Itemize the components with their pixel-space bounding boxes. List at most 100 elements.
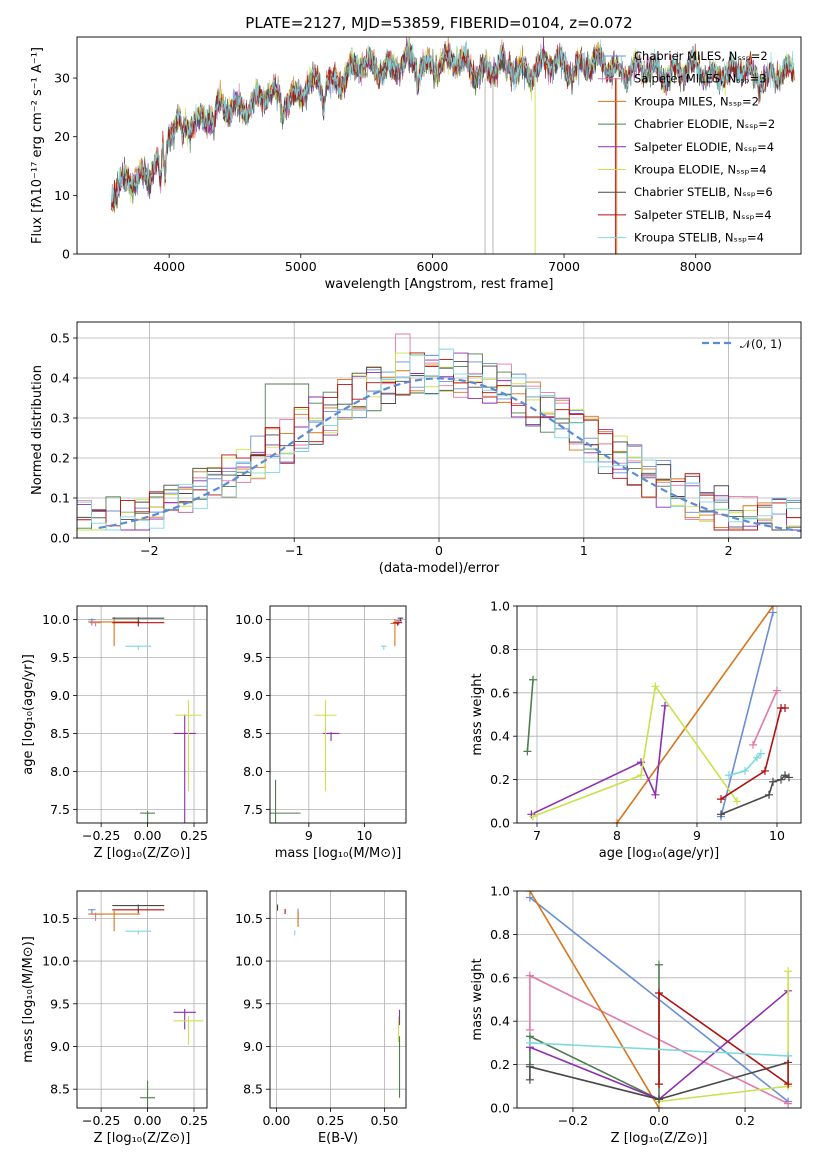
y-tick-label: 1.0: [490, 884, 510, 899]
weight-point: [784, 1051, 793, 1060]
legend-label: Salpeter MILES, Nₛₛₚ=3: [634, 72, 767, 86]
weight-point: [749, 740, 757, 749]
y-axis-label: mass weight: [470, 958, 485, 1040]
y-tick-label: 0.2: [490, 772, 510, 787]
x-tick-label: 10: [356, 828, 372, 843]
y-tick-label: 1.0: [490, 599, 510, 614]
weight-point: [661, 701, 669, 710]
y-tick-label: 0.6: [490, 685, 510, 700]
weight-series-line: [532, 684, 738, 818]
normal-curve: [98, 377, 801, 533]
legend-label: Chabrier ELODIE, Nₛₛₚ=2: [634, 117, 775, 131]
weight-point: [525, 1075, 534, 1084]
histogram-step: [77, 364, 801, 538]
x-tick-label: 0.00: [134, 828, 162, 843]
y-tick-label: 0.0: [490, 816, 510, 831]
legend-label: Chabrier STELIB, Nₛₛₚ=6: [634, 185, 773, 199]
x-tick-label: 10: [769, 828, 785, 843]
weight-series-line: [526, 679, 534, 752]
y-tick-label: 10.5: [235, 911, 263, 926]
mass-vs-Z-axes: −0.25 0.00 0.25 8.5 9.0 9.5 10.0 10.5 Z [log₁₀(Z…: [21, 890, 208, 1146]
weight-point: [655, 988, 663, 997]
x-axis-label: age [log₁₀(age/yr)]: [599, 846, 720, 861]
x-tick-label: −0.25: [82, 1113, 120, 1128]
x-tick-label: 9: [305, 828, 313, 843]
y-tick-label: 30: [54, 71, 70, 86]
x-tick-label: 6000: [417, 259, 449, 274]
x-axis-label: (data-model)/error: [379, 561, 500, 576]
weight-point: [637, 771, 645, 780]
weight-point: [525, 891, 534, 895]
weight-series-line: [529, 1061, 789, 1101]
weight-point: [655, 1080, 663, 1089]
weight-point: [741, 766, 749, 775]
mass-vs-EBV-axes: 0.00 0.25 0.50 8.5 9.0 9.5 10.0 10.5 E(B-V): [235, 890, 407, 1146]
spectrum-series-line: [110, 39, 795, 207]
weight-point: [765, 790, 773, 799]
weight-series-line: [720, 707, 785, 800]
weight-series-line: [531, 705, 666, 816]
x-tick-label: 0.00: [263, 1113, 291, 1128]
legend-label: Kroupa STELIB, Nₛₛₚ=4: [634, 231, 764, 245]
weight-point: [613, 819, 621, 823]
x-tick-label: 7: [533, 828, 541, 843]
legend-label: Kroupa MILES, Nₛₛₚ=2: [634, 94, 759, 108]
axes-frame: [269, 605, 407, 824]
y-tick-label: 9.5: [50, 996, 70, 1011]
y-tick-label: 10.0: [235, 954, 263, 969]
x-tick-label: 0.25: [180, 1113, 208, 1128]
weight-point: [523, 747, 532, 756]
y-tick-label: 0.1: [50, 491, 70, 506]
legend-label: Chabrier MILES, Nₛₛₚ=2: [634, 49, 768, 63]
y-tick-label: 8.0: [50, 764, 70, 779]
y-tick-label: 9.5: [243, 996, 263, 1011]
x-tick-label: 0.25: [180, 828, 208, 843]
x-tick-label: 0: [435, 543, 443, 558]
y-tick-label: 0.5: [50, 331, 70, 346]
legend-label: Salpeter STELIB, Nₛₛₚ=4: [634, 208, 772, 222]
weight-point: [725, 771, 733, 780]
x-tick-label: 0.0: [649, 1113, 669, 1128]
x-tick-label: −1: [285, 543, 303, 558]
weight-point: [761, 766, 769, 775]
weight-series-line: [728, 753, 762, 777]
weight-point: [717, 795, 725, 804]
y-tick-label: 7.5: [243, 802, 263, 817]
weight-vs-age-plot-area: [517, 606, 801, 823]
weight-point: [651, 790, 660, 799]
weight-series-line: [752, 690, 778, 746]
y-tick-label: 10.5: [42, 911, 70, 926]
weight-point: [753, 753, 761, 762]
x-tick-label: −0.25: [82, 828, 120, 843]
y-tick-label: 10.0: [42, 612, 70, 627]
weight-series-line: [720, 774, 790, 816]
weight-point: [784, 1099, 793, 1108]
y-tick-label: 20: [54, 129, 70, 144]
y-tick-label: 10.0: [42, 954, 70, 969]
weight-point: [651, 682, 660, 691]
legend-label: Kroupa ELODIE, Nₛₛₚ=4: [634, 163, 767, 177]
x-axis-label: E(B-V): [318, 1131, 358, 1146]
spectrum-axes: 4000 5000 6000 7000 8000 0 10 20 30 wavelength [A…: [30, 36, 802, 292]
age-vs-Z-plot-area: [77, 606, 207, 823]
weight-point: [773, 686, 781, 695]
weight-point: [655, 1095, 663, 1104]
x-axis-label: Z [log₁₀(Z/Z⊙)]: [611, 1131, 708, 1146]
y-axis-label: Flux [fλ10⁻¹⁷ erg cm⁻² s⁻¹ A⁻¹]: [30, 47, 45, 244]
spectrum-legend: Chabrier MILES, Nₛₛₚ=2 Salpeter MILES, Nₛ…: [598, 49, 775, 245]
weight-point: [529, 812, 537, 821]
y-tick-label: 0.4: [50, 371, 70, 386]
weight-point: [785, 773, 793, 782]
y-tick-label: 0.6: [490, 970, 510, 985]
x-axis-label: mass [log₁₀(M/M⊙)]: [275, 846, 402, 861]
weight-vs-Z-plot-area: [517, 891, 801, 1108]
x-tick-label: 5000: [285, 259, 317, 274]
y-tick-label: 8.5: [50, 726, 70, 741]
y-tick-label: 8.0: [243, 764, 263, 779]
x-tick-label: 8000: [680, 259, 712, 274]
mass-vs-Z-plot-area: [77, 891, 207, 1108]
weight-point: [769, 606, 777, 610]
y-tick-label: 9.0: [50, 688, 70, 703]
weight-point: [733, 797, 741, 806]
axes-frame: [269, 890, 407, 1109]
